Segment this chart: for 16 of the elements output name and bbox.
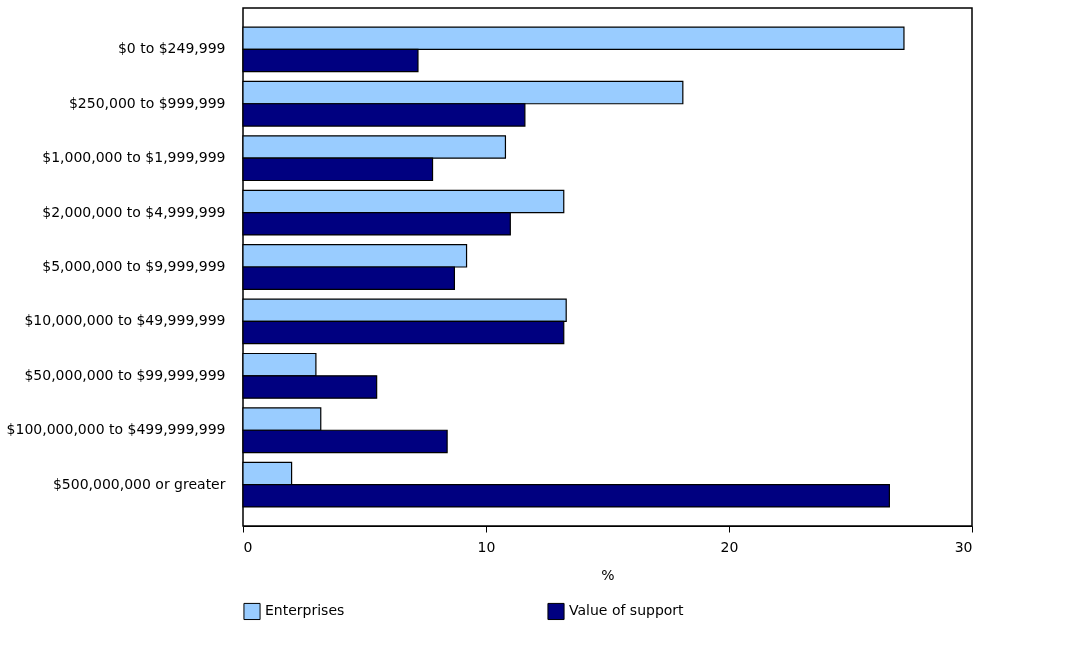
y-tick-label: $250,000 to $999,999 — [68, 94, 226, 111]
y-tick-label: $1,000,000 to $1,999,999 — [42, 149, 226, 166]
y-tick-label: $0 to $249,999 — [117, 40, 226, 57]
y-tick-label: $50,000,000 to $99,999,999 — [24, 366, 226, 383]
legend-label: Value of support — [569, 602, 685, 619]
x-tick-label: 10 — [477, 538, 496, 555]
x-tick-label: 30 — [954, 538, 973, 555]
y-tick-label: $100,000,000 to $499,999,999 — [6, 421, 226, 438]
x-tick-label: 0 — [243, 538, 253, 555]
y-tick-label: $500,000,000 or greater — [52, 475, 226, 492]
y-tick-label: $2,000,000 to $4,999,999 — [42, 203, 226, 220]
x-tick-label: 20 — [720, 538, 739, 555]
legend-label: Enterprises — [265, 602, 345, 619]
y-tick-label: $5,000,000 to $9,999,999 — [42, 258, 226, 274]
x-axis-title: % — [601, 566, 615, 583]
y-tick-label: $10,000,000 to $49,999,999 — [24, 312, 226, 329]
